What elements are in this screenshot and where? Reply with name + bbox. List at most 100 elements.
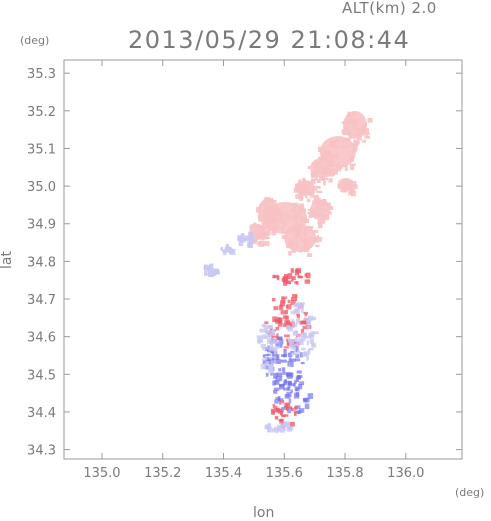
echo-cell: [290, 268, 295, 273]
echo-cell: [238, 237, 242, 241]
echo-cell: [288, 426, 294, 431]
echo-cell: [331, 161, 335, 167]
echo-cell: [264, 336, 271, 339]
y-tick-label: 34.9: [27, 218, 56, 233]
echo-cell: [279, 399, 282, 405]
echo-cell: [299, 246, 303, 253]
echo-cell: [324, 215, 330, 221]
echo-cell: [308, 317, 312, 320]
echo-cell: [285, 309, 288, 315]
echo-cell: [276, 333, 279, 339]
echo-cell: [283, 354, 287, 358]
echo-cell: [271, 207, 274, 211]
echo-cell: [299, 381, 305, 386]
echo-cell: [276, 372, 283, 377]
echo-cell: [290, 350, 295, 354]
echo-cell: [298, 209, 302, 212]
echo-cell: [351, 183, 357, 188]
echo-cell: [306, 198, 311, 203]
echo-cell: [277, 321, 283, 327]
echo-cell: [227, 250, 232, 253]
echo-cell: [329, 170, 334, 175]
echo-cell: [316, 206, 319, 210]
echo-cell: [321, 167, 324, 170]
echo-cell: [268, 356, 273, 360]
echo-cell: [284, 211, 290, 217]
echo-cell: [347, 187, 353, 192]
echo-cell: [302, 178, 306, 183]
echo-cell: [282, 315, 288, 319]
echo-cell: [336, 163, 340, 166]
echo-cell: [273, 340, 280, 344]
echo-cell: [317, 165, 322, 170]
echo-cell: [265, 224, 270, 229]
echo-cell: [329, 153, 334, 157]
echo-cell: [262, 360, 268, 365]
echo-cell: [295, 410, 301, 414]
echo-cell: [302, 326, 309, 330]
echo-cell: [303, 191, 307, 195]
echo-cell: [274, 349, 277, 355]
echo-cell: [295, 268, 302, 274]
echo-cell: [274, 319, 277, 322]
echo-cell: [319, 212, 325, 217]
echo-cell: [269, 348, 275, 352]
echo-cell: [314, 244, 320, 248]
echo-cell: [320, 219, 326, 224]
echo-cell: [352, 119, 357, 123]
echo-cell: [308, 240, 311, 244]
echo-cell: [265, 361, 270, 364]
echo-cell: [322, 180, 326, 186]
echo-cell: [286, 391, 292, 398]
echo-cell: [262, 201, 269, 206]
echo-cell: [268, 367, 274, 374]
echo-cell: [294, 338, 299, 343]
echo-cell: [247, 241, 250, 248]
echo-cell: [356, 128, 363, 135]
echo-cell: [258, 215, 264, 222]
echo-cell: [264, 197, 267, 201]
echo-cell: [267, 204, 273, 207]
x-tick-label: 135.2: [144, 466, 181, 481]
echo-cell: [309, 338, 315, 344]
echo-cell: [289, 215, 294, 219]
echo-cell: [342, 145, 346, 149]
echo-cell: [310, 237, 317, 241]
echo-cell: [264, 425, 270, 430]
echo-cell: [323, 169, 329, 175]
echo-cell: [304, 239, 308, 244]
echo-cell: [327, 206, 333, 210]
echo-cell: [257, 242, 260, 245]
echo-cell: [309, 190, 316, 194]
echo-cell: [342, 190, 346, 193]
echo-cell: [290, 344, 296, 350]
echo-cell: [309, 211, 314, 215]
echo-cell: [315, 172, 318, 176]
y-tick-label: 35.2: [27, 105, 56, 120]
echo-cell: [315, 161, 322, 165]
echo-cell: [270, 360, 274, 365]
echo-cell: [283, 334, 290, 338]
echo-cell: [283, 387, 290, 391]
echo-cell: [269, 225, 274, 232]
echo-cell: [299, 335, 302, 338]
echo-cell: [282, 296, 288, 299]
echo-cell: [367, 118, 373, 123]
echo-cell: [312, 316, 317, 321]
echo-cell: [279, 418, 284, 424]
echo-cell: [296, 185, 302, 189]
echo-cell: [308, 187, 314, 190]
echo-cell: [251, 238, 256, 244]
echo-cell: [205, 272, 209, 276]
echo-cell: [281, 414, 286, 417]
echo-cell: [296, 314, 300, 319]
echo-cell: [273, 356, 277, 359]
echo-cell: [319, 200, 325, 207]
echo-cell: [315, 200, 321, 204]
echo-cell: [283, 346, 289, 349]
echo-cell: [306, 325, 311, 329]
echo-cell: [296, 375, 301, 380]
echo-cell: [347, 144, 351, 148]
echo-cell: [267, 338, 273, 344]
echo-cell: [209, 263, 214, 269]
